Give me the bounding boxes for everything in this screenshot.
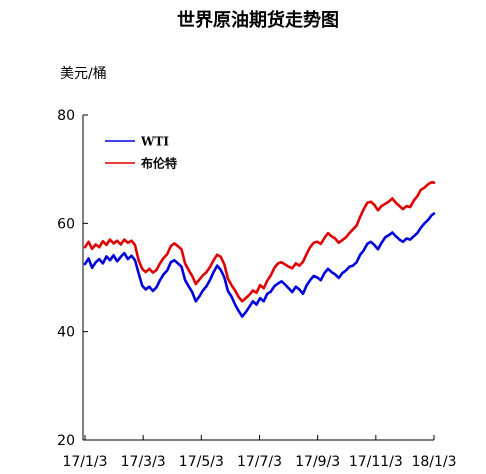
chart-title: 世界原油期货走势图 xyxy=(177,9,339,31)
series-layer xyxy=(83,180,436,318)
legend-label: 布伦特 xyxy=(141,156,177,171)
legend: WTI 布伦特 xyxy=(105,135,177,171)
x-tick-label: 18/1/3 xyxy=(411,454,456,470)
x-tick-label: 17/11/3 xyxy=(349,454,403,470)
y-tick-label: 20 xyxy=(57,433,75,449)
x-tick-label: 17/7/3 xyxy=(237,454,282,470)
x-tick-label: 17/9/3 xyxy=(295,454,340,470)
x-tick-label: 17/3/3 xyxy=(121,454,166,470)
y-tick-label: 80 xyxy=(57,108,75,124)
legend-label: WTI xyxy=(140,135,169,149)
x-tick-label: 17/5/3 xyxy=(179,454,224,470)
y-tick-label: 60 xyxy=(57,216,75,232)
series-line-wti xyxy=(83,212,436,318)
x-tick-label: 17/1/3 xyxy=(62,454,107,470)
y-axis-unit-label: 美元/桶 xyxy=(60,66,107,82)
axes: 20 40 60 80 17/1/3 17/3/3 17/5/3 17/7/3 17/9/3 17… xyxy=(57,108,456,470)
series-line-brent xyxy=(83,180,436,303)
y-tick-label: 40 xyxy=(57,325,75,341)
